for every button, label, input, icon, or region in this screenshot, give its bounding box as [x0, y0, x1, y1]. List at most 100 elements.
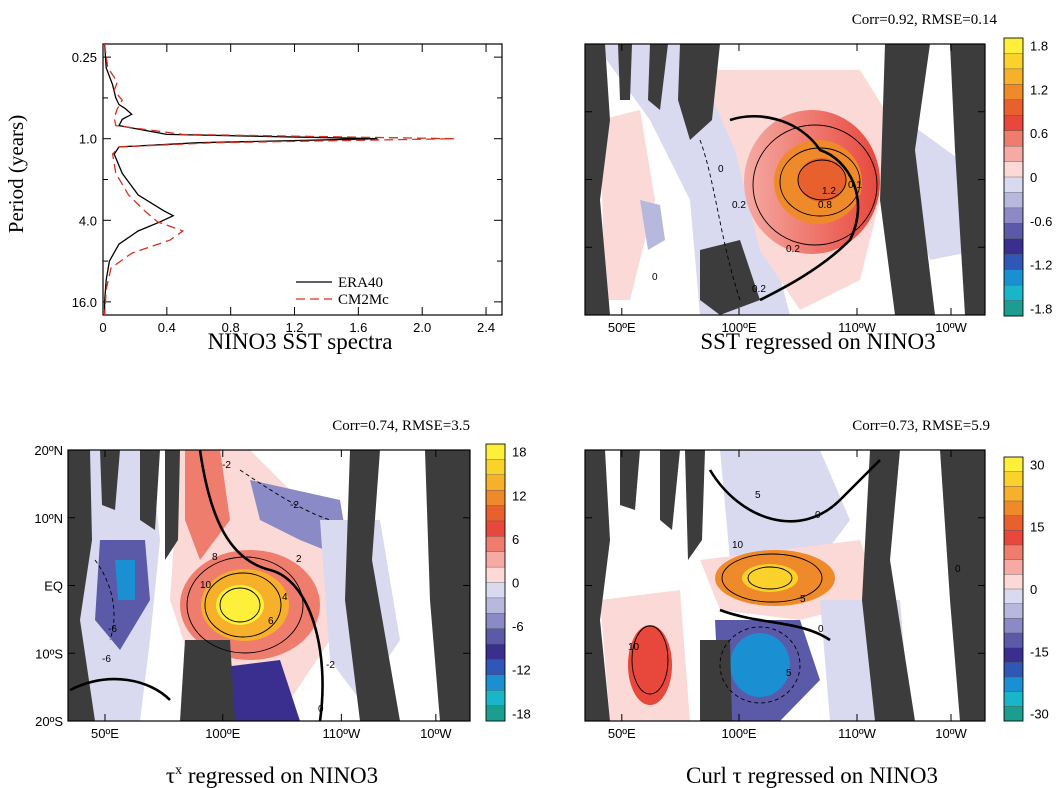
sst-indian-warm	[600, 110, 655, 300]
taux-panel: Corr=0.74, RMSE=3.5	[34, 418, 530, 788]
taux-land-europe-africa	[425, 450, 470, 721]
taux-title: τx regressed on NINO3	[166, 763, 378, 788]
taux-colorbar-swatch	[485, 443, 506, 460]
sst-contour-label: 0.8	[818, 200, 832, 211]
sst-x-tick-label: 110ºW	[838, 320, 876, 335]
sst-colorbar-swatch	[1003, 130, 1024, 147]
taux-contour-label: 8	[212, 552, 218, 563]
curl-land-americas	[862, 450, 915, 721]
taux-indian-core	[115, 560, 135, 600]
curl-title: Curl τ regressed on NINO3	[686, 763, 938, 788]
sst-colorbar-swatch	[1003, 115, 1024, 132]
sst-land-americas	[880, 44, 935, 315]
curl-x-tick-label: 110ºW	[838, 726, 876, 741]
legend-era40-label: ERA40	[338, 275, 383, 291]
taux-map: -2 -2 8 10 4 6 2 -2 0 -6 -6	[68, 450, 470, 721]
curl-contour-5	[721, 553, 823, 603]
curl-colorbar-swatch	[1003, 544, 1024, 561]
sst-land-india	[648, 44, 668, 110]
taux-contour-label: -2	[326, 660, 335, 671]
curl-colorbar-swatch	[1003, 676, 1024, 693]
spectra-ticks: 0 0.4 0.8 1.2 1.6 2.0 2.4 0.25 1.0 4.0 16.0	[72, 44, 502, 335]
taux-contour-label: 2	[296, 554, 302, 565]
spectra-y-tick-label: 1.0	[79, 132, 97, 147]
taux-title-symbol: τ	[166, 763, 175, 788]
taux-colorbar-label: 6	[512, 532, 519, 547]
curl-colorbar-swatch	[1003, 662, 1024, 678]
curl-warm-west-core	[628, 625, 672, 705]
curl-contour-label: 0	[815, 510, 821, 521]
curl-contour-10	[747, 566, 793, 590]
spectra-title: NINO3 SST spectra	[208, 329, 393, 354]
sst-land-europe-africa	[950, 44, 985, 315]
sst-x-tick-label: 10ºW	[935, 320, 967, 335]
sst-colorbar-swatch	[1003, 238, 1024, 255]
curl-colorbar-swatch	[1003, 486, 1024, 502]
taux-ticks: 50ºE 100ºE 110ºW 10ºW 20ºN 10ºN EQ 10ºS 20ºS	[34, 443, 470, 741]
curl-contour-neg	[719, 626, 801, 704]
taux-colorbar-swatch	[485, 566, 506, 583]
spectra-y-tick-label: 16.0	[72, 295, 97, 310]
curl-land-europe-africa	[940, 450, 985, 721]
curl-contour-label: 10	[628, 642, 640, 653]
taux-contour-label: -6	[108, 624, 117, 635]
curl-contour-label: 10	[732, 540, 744, 551]
sst-contour-label: 0	[652, 272, 658, 283]
taux-land-india	[140, 450, 160, 530]
spectra-x-tick-label: 0.4	[158, 320, 176, 335]
sst-colorbar-swatch	[1003, 300, 1024, 317]
taux-y-tick-label: 10ºS	[35, 646, 63, 661]
taux-colorbar-swatch	[485, 459, 506, 476]
sst-colorbar-swatch	[1003, 84, 1024, 101]
sst-contour-label: 0.1	[848, 180, 862, 191]
curl-colorbar-swatch	[1003, 515, 1024, 531]
sst-contour-label: 1.2	[822, 186, 836, 197]
curl-colorbar-swatch	[1003, 618, 1024, 634]
taux-colorbar-swatch	[485, 628, 506, 645]
taux-colorbar-label: -6	[512, 619, 524, 634]
curl-x-tick-label: 50ºE	[608, 726, 636, 741]
sst-contour-label: 0	[718, 164, 724, 175]
taux-y-tick-label: EQ	[44, 579, 63, 594]
sst-peak	[798, 158, 846, 202]
sst-x-tick-label: 100ºE	[721, 320, 756, 335]
taux-contour-label: 10	[200, 580, 212, 591]
taux-colorbar-swatch	[485, 520, 506, 537]
sst-colorbar-swatch	[1003, 284, 1024, 302]
spectra-legend: ERA40 CM2Mc	[296, 275, 389, 308]
taux-x-tick-label: 110ºW	[322, 726, 360, 741]
curl-colorbar-swatch	[1003, 500, 1024, 517]
taux-contour-label: -2	[290, 500, 299, 511]
curl-panel: Corr=0.73, RMSE=5.9 0	[584, 418, 1049, 788]
spectra-x-tick-label: 1.2	[285, 320, 303, 335]
sst-colorbar-label: -1.2	[1030, 258, 1052, 273]
taux-zero-contour	[198, 450, 324, 721]
sst-colorbar-swatch	[1003, 254, 1024, 271]
sst-contour-label: 0.2	[786, 244, 800, 255]
taux-contour-label: -2	[222, 460, 231, 471]
curl-colorbar-swatch	[1003, 647, 1024, 663]
curl-colorbar-label: 0	[1030, 582, 1037, 597]
sst-colorbar-label: 0	[1030, 170, 1037, 185]
sst-colorbar-label: 0.6	[1030, 126, 1048, 141]
sst-colorbar-swatch	[1003, 145, 1024, 163]
curl-land-asia	[685, 450, 705, 560]
curl-ticks: 50ºE 100ºE 110ºW 10ºW	[585, 449, 985, 741]
curl-zero-contour-south	[719, 608, 831, 642]
curl-zero-contour	[708, 459, 881, 523]
curl-x-tick-label: 100ºE	[721, 726, 756, 741]
taux-zero-contour-south	[69, 677, 171, 701]
sst-colorbar-label: 1.8	[1030, 39, 1048, 54]
curl-cool-core	[730, 633, 790, 697]
curl-colorbar-swatch	[1003, 691, 1024, 707]
sst-contour-neg	[699, 139, 741, 301]
sst-colorbar: 1.8 1.2 0.6 0 -0.6 -1.2 -1.8	[1003, 37, 1052, 317]
taux-colorbar-label: 18	[512, 445, 526, 460]
sst-title: SST regressed on NINO3	[700, 329, 935, 354]
taux-colorbar-label: -12	[512, 663, 531, 678]
legend-cm2mc-label: CM2Mc	[338, 292, 389, 308]
curl-contour-label: 5	[800, 594, 806, 605]
curl-colorbar-swatch	[1003, 574, 1024, 590]
sst-colorbar-swatch	[1003, 53, 1024, 70]
curl-colorbar-label: 30	[1030, 457, 1044, 472]
